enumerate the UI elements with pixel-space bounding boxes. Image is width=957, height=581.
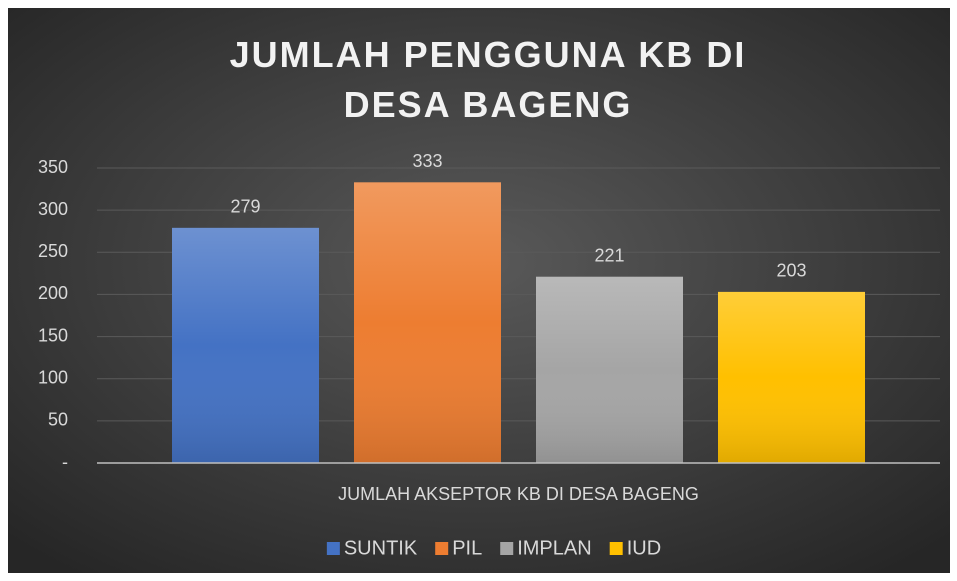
y-tick-label: -: [62, 452, 68, 472]
data-label: 279: [230, 197, 260, 217]
y-tick-label: 250: [38, 241, 68, 261]
y-tick-label: 350: [38, 157, 68, 177]
bar-shine: [354, 182, 501, 464]
y-tick-label: 300: [38, 199, 68, 219]
legend-label: PIL: [452, 537, 482, 559]
y-tick-label: 100: [38, 367, 68, 387]
legend-swatch: [326, 542, 340, 555]
chart-title: JUMLAH PENGGUNA KB DI DESA BAGENG: [229, 34, 747, 125]
legend-swatch: [609, 542, 623, 555]
y-tick-label: 50: [48, 410, 68, 430]
data-label: 203: [776, 261, 806, 281]
data-label: 333: [412, 151, 442, 171]
legend-label: IUD: [627, 537, 661, 559]
legend-swatch: [500, 542, 514, 555]
legend-label: SUNTIK: [344, 537, 418, 559]
bar-shine: [536, 276, 683, 463]
bar-shine: [172, 227, 319, 463]
legend-swatch: [435, 542, 449, 555]
x-tick-label: JUMLAH AKSEPTOR KB DI DESA BAGENG: [338, 484, 699, 504]
bar-shine: [718, 291, 865, 463]
data-label: 221: [594, 245, 624, 265]
legend-label: IMPLAN: [517, 537, 591, 559]
y-tick-label: 200: [38, 283, 68, 303]
y-tick-label: 150: [38, 325, 68, 345]
